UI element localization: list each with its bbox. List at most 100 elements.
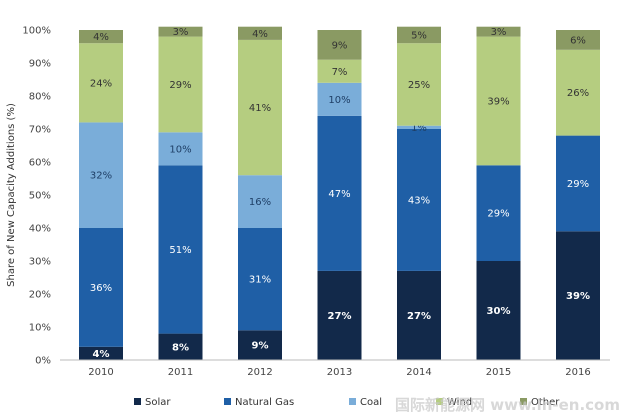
bar-segment (158, 333, 203, 360)
y-tick-label: 60% (29, 158, 51, 169)
bar-segment (476, 36, 521, 166)
y-axis-label: Share of New Capacity Additions (%) (6, 103, 17, 287)
y-tick-label: 0% (35, 356, 51, 367)
bar-segment (556, 49, 600, 136)
legend-swatch (436, 398, 443, 405)
x-tick-label: 2012 (247, 367, 272, 378)
y-tick-label: 40% (29, 224, 51, 235)
data-label: 1% (411, 123, 427, 134)
bar-segment (158, 26, 203, 37)
y-tick-label: 10% (29, 323, 51, 334)
legend-label: Solar (145, 397, 171, 408)
bar-segment (317, 270, 362, 360)
data-label: 10% (169, 144, 191, 155)
bar-segment (397, 125, 441, 129)
data-label: 4% (93, 32, 109, 43)
legend-item: Wind (436, 397, 472, 408)
bar-segment (238, 175, 282, 228)
x-tick-label: 2016 (565, 367, 590, 378)
data-label: 24% (90, 78, 112, 89)
bar-segment (238, 26, 282, 40)
bar-segment (317, 59, 362, 83)
data-label: 29% (169, 80, 191, 91)
data-label: 47% (328, 189, 350, 200)
bar-segment (397, 43, 441, 126)
y-tick-label: 100% (22, 26, 51, 37)
x-tick-label: 2011 (168, 367, 193, 378)
data-label: 25% (408, 80, 430, 91)
bar-segment (158, 132, 203, 166)
bar-segment (158, 36, 203, 133)
bar-segment (238, 330, 282, 360)
bars: 4% 36% 32% 24% 4% 8% 51% 10% 29% 3% 9% 31% 16% 41% 4% 2… (79, 26, 600, 360)
y-tick-label: 30% (29, 257, 51, 268)
data-label: 32% (90, 171, 112, 182)
legend-swatch (224, 398, 231, 405)
bar-segment (79, 43, 123, 123)
y-tick-label: 70% (29, 125, 51, 136)
bar-segment (397, 129, 441, 271)
bar-stack-2012: 9% 31% 16% 41% 4% (238, 26, 282, 360)
bar-segment (317, 30, 362, 60)
bar-segment (238, 228, 282, 331)
data-label: 10% (328, 95, 350, 106)
data-label: 8% (172, 342, 189, 353)
bar-stack-2013: 27% 47% 10% 7% 9% (317, 30, 362, 360)
data-label: 27% (407, 311, 431, 322)
x-tick-label: 2014 (406, 367, 431, 378)
data-label: 31% (249, 275, 271, 286)
legend-swatch (349, 398, 356, 405)
legend-label: Coal (360, 397, 382, 408)
data-label: 9% (332, 40, 348, 51)
data-label: 6% (570, 35, 586, 46)
legend-item: Coal (349, 397, 382, 408)
data-label: 51% (169, 245, 191, 256)
bar-stack-2014: 27% 43% 1% 25% 5% (397, 26, 441, 360)
bar-stack-2015: 30% 29% 39% 3% (476, 26, 521, 360)
bar-stack-2011: 8% 51% 10% 29% 3% (158, 26, 203, 360)
data-label: 26% (567, 88, 589, 99)
bar-segment (476, 261, 521, 360)
x-axis-ticks: 2010 2011 2012 2013 2014 2015 2016 (88, 367, 590, 378)
legend-item: Natural Gas (224, 397, 294, 408)
legend-item: Other (520, 397, 560, 408)
data-label: 36% (90, 283, 112, 294)
data-label: 4% (93, 349, 110, 360)
bar-stack-2010: 4% 36% 32% 24% 4% (79, 30, 123, 360)
y-tick-label: 90% (29, 59, 51, 70)
data-label: 5% (411, 30, 427, 41)
legend-swatch (134, 398, 141, 405)
data-label: 7% (332, 67, 348, 78)
bar-stack-2016: 39% 29% 26% 6% (556, 30, 600, 360)
data-label: 4% (252, 29, 268, 40)
data-label: 16% (249, 197, 271, 208)
bar-segment (556, 231, 600, 360)
x-tick-label: 2015 (486, 367, 511, 378)
bar-segment (556, 30, 600, 50)
y-axis-ticks: 0% 10% 20% 30% 40% 50% 60% 70% 80% 90% 100% (22, 26, 51, 367)
data-label: 9% (252, 341, 269, 352)
data-label: 30% (487, 306, 511, 317)
x-tick-label: 2013 (327, 367, 352, 378)
data-label: 43% (408, 195, 430, 206)
legend-item: Solar (134, 397, 171, 408)
legend-swatch (520, 398, 527, 405)
bar-segment (79, 346, 123, 360)
bar-segment (476, 165, 521, 261)
bar-segment (79, 122, 123, 228)
legend-label: Other (531, 397, 560, 408)
data-label: 27% (328, 311, 352, 322)
data-label: 29% (567, 179, 589, 190)
y-tick-label: 80% (29, 92, 51, 103)
watermark-text: 国际新能源网 www.in-en.com (395, 396, 620, 414)
bar-segment (397, 26, 441, 44)
y-tick-label: 20% (29, 290, 51, 301)
bar-segment (397, 270, 441, 360)
bar-segment (556, 135, 600, 232)
bar-segment (317, 82, 362, 116)
bar-segment (79, 228, 123, 347)
legend: Solar Natural Gas Coal Wind Other (134, 397, 560, 408)
bar-segment (238, 39, 282, 176)
legend-label: Natural Gas (235, 397, 294, 408)
